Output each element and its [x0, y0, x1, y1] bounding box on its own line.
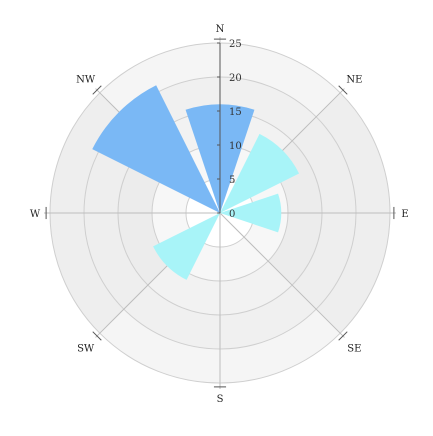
direction-label-sw: SW — [77, 343, 95, 354]
direction-label-ne: NE — [346, 75, 362, 86]
radial-tick-label: 25 — [229, 39, 242, 50]
radial-tick-label: 15 — [229, 107, 242, 118]
radial-tick-label: 10 — [229, 141, 242, 152]
bar-e — [220, 193, 282, 233]
direction-label-se: SE — [347, 343, 361, 354]
dir-tick — [92, 331, 102, 341]
radial-tick-labels: 0 5 10 15 20 25 — [229, 39, 242, 220]
dir-tick — [92, 85, 102, 95]
direction-label-w: W — [30, 209, 41, 220]
radial-axis — [45, 38, 395, 388]
bar-nw — [92, 85, 220, 213]
bar-sw — [153, 213, 220, 280]
radial-tick-label: 0 — [229, 209, 235, 220]
bar-ne — [220, 133, 300, 213]
dir-tick — [338, 85, 348, 95]
radial-tick-label: 20 — [229, 73, 242, 84]
spoke-se — [219, 212, 345, 338]
direction-labels: N NE E SE S SW W NW — [30, 24, 409, 405]
radial-tick-label: 5 — [229, 175, 235, 186]
direction-label-e: E — [401, 209, 408, 220]
direction-label-s: S — [217, 394, 224, 405]
dir-tick — [338, 331, 348, 341]
direction-label-n: N — [216, 24, 225, 35]
direction-label-nw: NW — [76, 75, 96, 86]
